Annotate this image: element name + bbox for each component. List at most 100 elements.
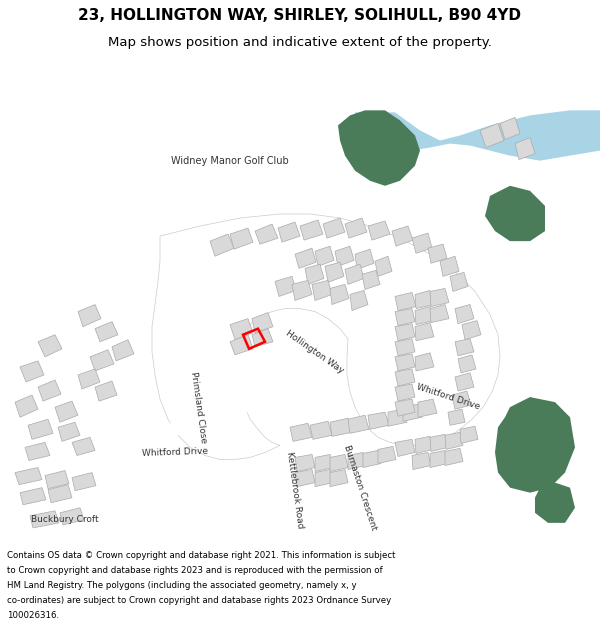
Text: Hollington Way: Hollington Way	[284, 329, 346, 375]
Text: 100026316.: 100026316.	[7, 611, 59, 619]
Polygon shape	[323, 218, 345, 238]
Polygon shape	[0, 349, 282, 468]
Polygon shape	[230, 319, 253, 340]
Polygon shape	[78, 369, 100, 389]
Polygon shape	[295, 248, 316, 268]
Polygon shape	[418, 399, 437, 418]
Text: Widney Manor Golf Club: Widney Manor Golf Club	[171, 156, 289, 166]
Text: to Crown copyright and database rights 2023 and is reproduced with the permissio: to Crown copyright and database rights 2…	[7, 566, 383, 575]
Polygon shape	[300, 220, 323, 240]
Polygon shape	[403, 404, 422, 421]
Polygon shape	[60, 508, 84, 525]
Polygon shape	[455, 304, 474, 324]
Polygon shape	[72, 438, 95, 456]
Text: 23, HOLLINGTON WAY, SHIRLEY, SOLIHULL, B90 4YD: 23, HOLLINGTON WAY, SHIRLEY, SOLIHULL, B…	[79, 8, 521, 23]
Polygon shape	[368, 221, 390, 240]
Polygon shape	[315, 246, 334, 266]
Polygon shape	[312, 281, 332, 301]
Polygon shape	[395, 354, 415, 371]
Polygon shape	[412, 452, 431, 469]
Polygon shape	[445, 448, 463, 466]
Polygon shape	[255, 224, 278, 244]
Polygon shape	[210, 234, 234, 256]
Polygon shape	[152, 214, 500, 459]
Polygon shape	[58, 422, 80, 441]
Polygon shape	[362, 271, 380, 289]
Polygon shape	[412, 233, 432, 253]
Polygon shape	[78, 304, 101, 327]
Polygon shape	[112, 340, 134, 361]
Polygon shape	[455, 339, 474, 356]
Polygon shape	[15, 395, 38, 418]
Text: Map shows position and indicative extent of the property.: Map shows position and indicative extent…	[108, 36, 492, 49]
Polygon shape	[430, 434, 448, 451]
Polygon shape	[388, 409, 407, 426]
Text: Buckbury Croft: Buckbury Croft	[31, 516, 99, 524]
Polygon shape	[428, 244, 447, 263]
Polygon shape	[90, 350, 114, 371]
Polygon shape	[350, 291, 368, 311]
Text: Contains OS data © Crown copyright and database right 2021. This information is : Contains OS data © Crown copyright and d…	[7, 551, 396, 561]
Polygon shape	[230, 228, 253, 249]
Polygon shape	[395, 439, 415, 456]
Polygon shape	[395, 369, 415, 386]
Polygon shape	[415, 291, 434, 309]
Polygon shape	[485, 186, 545, 241]
Polygon shape	[515, 138, 535, 159]
Polygon shape	[348, 452, 366, 469]
Polygon shape	[315, 469, 333, 487]
Polygon shape	[345, 264, 364, 284]
Polygon shape	[252, 312, 273, 332]
Polygon shape	[348, 415, 369, 433]
Polygon shape	[310, 421, 332, 439]
Polygon shape	[430, 304, 449, 322]
Polygon shape	[95, 381, 117, 401]
Polygon shape	[445, 432, 463, 449]
Polygon shape	[448, 409, 465, 425]
Polygon shape	[495, 397, 575, 492]
Polygon shape	[15, 468, 42, 484]
Polygon shape	[295, 469, 315, 487]
Polygon shape	[440, 256, 459, 276]
Polygon shape	[415, 436, 433, 454]
Text: Kettlebrook Road: Kettlebrook Road	[285, 451, 305, 529]
Polygon shape	[430, 288, 449, 306]
Polygon shape	[415, 353, 434, 371]
Polygon shape	[305, 264, 324, 284]
Polygon shape	[330, 454, 348, 471]
Polygon shape	[278, 222, 300, 242]
Polygon shape	[20, 361, 44, 382]
Text: Burnaston Crescent: Burnaston Crescent	[342, 444, 378, 531]
Text: Primsland Close: Primsland Close	[188, 371, 208, 444]
Polygon shape	[25, 442, 50, 461]
Polygon shape	[452, 391, 471, 409]
Polygon shape	[370, 111, 600, 161]
Polygon shape	[335, 246, 354, 266]
Polygon shape	[535, 482, 575, 523]
Polygon shape	[38, 380, 61, 401]
Polygon shape	[368, 412, 389, 429]
Polygon shape	[230, 335, 253, 355]
Polygon shape	[45, 471, 69, 489]
Polygon shape	[20, 488, 46, 505]
Polygon shape	[415, 306, 434, 324]
Polygon shape	[395, 324, 415, 341]
Polygon shape	[395, 399, 415, 416]
Polygon shape	[55, 401, 78, 422]
Polygon shape	[330, 469, 348, 487]
Polygon shape	[28, 419, 53, 439]
Polygon shape	[355, 112, 385, 141]
Polygon shape	[330, 284, 349, 304]
Polygon shape	[252, 329, 273, 347]
Polygon shape	[375, 256, 392, 276]
Polygon shape	[450, 272, 468, 291]
Polygon shape	[345, 218, 367, 238]
Polygon shape	[72, 472, 96, 491]
Polygon shape	[38, 335, 62, 357]
Polygon shape	[480, 123, 504, 148]
Polygon shape	[395, 309, 415, 326]
Polygon shape	[48, 484, 72, 502]
Polygon shape	[392, 226, 413, 246]
Text: Whitford Drive: Whitford Drive	[415, 382, 481, 412]
Polygon shape	[315, 454, 333, 471]
